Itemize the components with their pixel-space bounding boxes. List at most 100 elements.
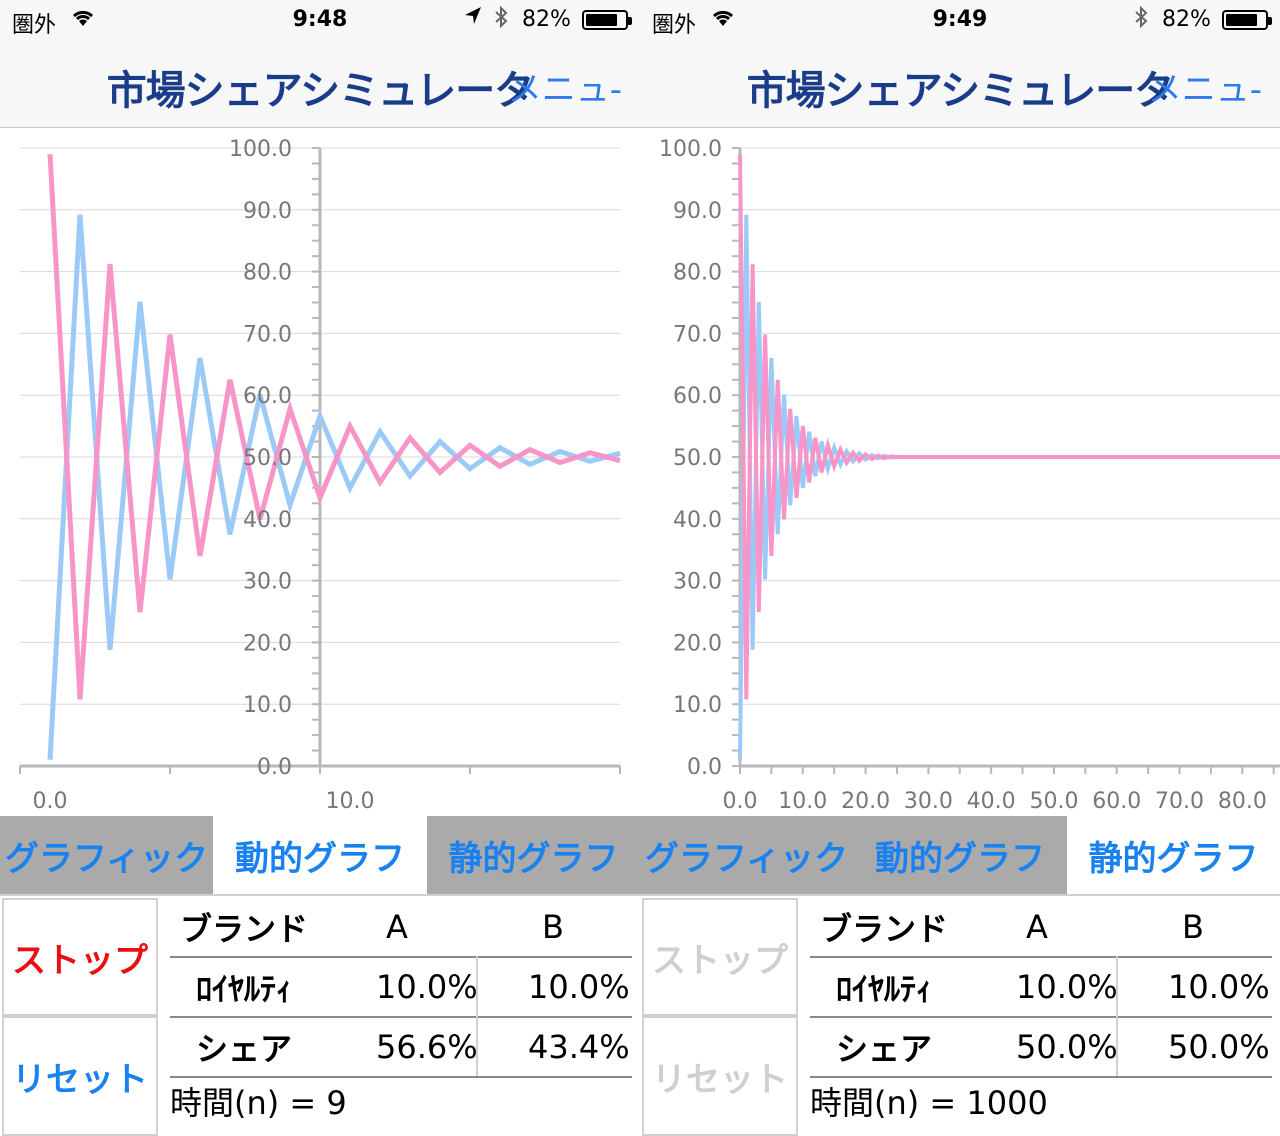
- stop-button[interactable]: ストップ: [642, 898, 798, 1016]
- carrier-label: 圏外: [12, 13, 57, 38]
- y-tick-label: 60.0: [673, 384, 722, 409]
- x-tick-label: 0.0: [723, 789, 758, 814]
- x-tick-label: 10.0: [326, 789, 375, 814]
- series-line-pink: [738, 154, 1280, 700]
- y-tick-label: 90.0: [243, 199, 292, 224]
- tab-static-graph[interactable]: 静的グラフ: [1067, 816, 1280, 894]
- tab-dynamic-graph[interactable]: 動的グラフ: [853, 816, 1067, 894]
- x-tick-label: 40.0: [967, 789, 1016, 814]
- brand-a-header: A: [386, 908, 408, 946]
- tab-graphic[interactable]: グラフィック: [640, 816, 853, 894]
- share-chart: 0.0 10.0 20.0 30.0 40.0 50.0 60.0 70.0 80.0 90.0 1…: [0, 128, 640, 814]
- tab-dynamic-graph[interactable]: 動的グラフ: [213, 816, 427, 894]
- y-tick-label: 30.0: [243, 570, 292, 595]
- y-tick-label: 60.0: [243, 384, 292, 409]
- y-tick-label: 0.0: [687, 755, 722, 780]
- nav-bar: 市場シェアシミュレータ メニュ-: [0, 40, 640, 128]
- time-step-label: 時間(n) = 9: [170, 1084, 347, 1122]
- share-a-value: 56.6%: [376, 1028, 478, 1066]
- carrier-label: 圏外: [652, 13, 697, 38]
- share-chart: 0.0 10.0 20.0 30.0 40.0 50.0 60.0 70.0 80.0 90.0 1…: [640, 128, 1280, 814]
- menu-button[interactable]: メニュ-: [1147, 70, 1262, 110]
- brand-header: ブランド: [180, 910, 309, 948]
- reset-button[interactable]: リセット: [2, 1016, 158, 1136]
- table-header-row: ブランド A B: [170, 898, 632, 956]
- share-label: シェア: [836, 1030, 933, 1068]
- y-tick-label: 90.0: [673, 199, 722, 224]
- loyalty-a-value: 10.0%: [376, 968, 478, 1006]
- x-tick-label: 70.0: [1155, 789, 1204, 814]
- share-b-value: 43.4%: [528, 1028, 630, 1066]
- y-tick-label: 0.0: [257, 755, 292, 780]
- wifi-icon: [710, 6, 736, 34]
- bluetooth-icon: [494, 5, 508, 35]
- y-tick-label: 50.0: [673, 446, 722, 471]
- y-tick-label: 10.0: [243, 693, 292, 718]
- control-panel: ストップ リセット ブランド A B ﾛｲﾔﾙﾃｨ 10.0% 10.0% シェ…: [640, 894, 1280, 1136]
- reset-button[interactable]: リセット: [642, 1016, 798, 1136]
- screen-dynamic: 圏外 9:48 82% 市場シェアシミュレータ メニュ- 0.0 10.0 20.0…: [0, 0, 640, 1136]
- status-bar: 圏外 9:48 82%: [0, 0, 640, 40]
- screen-static: 圏外 9:49 82% 市場シェアシミュレータ メニュ- 0.0 10.0 20.0…: [640, 0, 1280, 1136]
- loyalty-label: ﾛｲﾔﾙﾃｨ: [196, 970, 293, 1008]
- battery-percent: 82%: [1162, 7, 1211, 32]
- x-tick-label: 80.0: [1218, 789, 1267, 814]
- battery-fill: [586, 14, 618, 26]
- battery-fill: [1226, 14, 1258, 26]
- y-tick-label: 100.0: [229, 137, 292, 162]
- brand-b-header: B: [542, 908, 564, 946]
- y-tick-label: 40.0: [673, 508, 722, 533]
- y-tick-label: 80.0: [243, 261, 292, 286]
- tab-bar: グラフィック 動的グラフ 静的グラフ: [0, 816, 640, 894]
- x-tick-label: 50.0: [1029, 789, 1078, 814]
- loyalty-b-value: 10.0%: [528, 968, 630, 1006]
- battery-icon: [582, 10, 632, 30]
- tab-bar: グラフィック 動的グラフ 静的グラフ: [640, 816, 1280, 894]
- table-row-loyalty: ﾛｲﾔﾙﾃｨ 10.0% 10.0%: [170, 958, 632, 1016]
- status-bar: 圏外 9:49 82%: [640, 0, 1280, 40]
- control-panel: ストップ リセット ブランド A B ﾛｲﾔﾙﾃｨ 10.0% 10.0% シェ…: [0, 894, 640, 1136]
- time-step-label: 時間(n) = 1000: [810, 1084, 1048, 1122]
- y-tick-label: 70.0: [243, 322, 292, 347]
- stop-button[interactable]: ストップ: [2, 898, 158, 1016]
- y-tick-label: 100.0: [659, 137, 722, 162]
- share-b-value: 50.0%: [1168, 1028, 1270, 1066]
- tab-graphic[interactable]: グラフィック: [0, 816, 213, 894]
- y-tick-label: 20.0: [243, 631, 292, 656]
- y-tick-label: 10.0: [673, 693, 722, 718]
- wifi-icon: [70, 6, 96, 34]
- y-tick-label: 70.0: [673, 322, 722, 347]
- x-tick-label: 10.0: [778, 789, 827, 814]
- series-line-blue: [738, 214, 1280, 760]
- loyalty-a-value: 10.0%: [1016, 968, 1118, 1006]
- battery-icon: [1222, 10, 1272, 30]
- status-time: 9:48: [292, 7, 348, 32]
- series-line-blue: [47, 214, 621, 760]
- status-time: 9:49: [932, 7, 988, 32]
- page-title: 市場シェアシミュレータ: [746, 68, 1175, 114]
- menu-button[interactable]: メニュ-: [507, 70, 622, 110]
- table-row-share: シェア 56.6% 43.4%: [170, 1018, 632, 1076]
- bluetooth-icon: [1134, 5, 1148, 35]
- brand-a-header: A: [1026, 908, 1048, 946]
- y-tick-label: 30.0: [673, 570, 722, 595]
- share-label: シェア: [196, 1030, 293, 1068]
- share-chart-svg: 0.0 10.0 20.0 30.0 40.0 50.0 60.0 70.0 80.0 90.0 1…: [19, 137, 621, 814]
- loyalty-label: ﾛｲﾔﾙﾃｨ: [836, 970, 933, 1008]
- y-tick-label: 80.0: [673, 261, 722, 286]
- y-tick-label: 40.0: [243, 508, 292, 533]
- x-tick-label: 60.0: [1092, 789, 1141, 814]
- x-tick-label: 20.0: [841, 789, 890, 814]
- table-row-share: シェア 50.0% 50.0%: [810, 1018, 1272, 1076]
- nav-bar: 市場シェアシミュレータ メニュ-: [640, 40, 1280, 128]
- y-tick-label: 50.0: [243, 446, 292, 471]
- brand-header: ブランド: [820, 910, 949, 948]
- battery-percent: 82%: [522, 7, 571, 32]
- location-arrow-icon: [464, 6, 482, 31]
- brand-b-header: B: [1182, 908, 1204, 946]
- tab-static-graph[interactable]: 静的グラフ: [427, 816, 640, 894]
- loyalty-b-value: 10.0%: [1168, 968, 1270, 1006]
- series-line-pink: [47, 154, 621, 700]
- table-row-loyalty: ﾛｲﾔﾙﾃｨ 10.0% 10.0%: [810, 958, 1272, 1016]
- x-tick-label: 0.0: [33, 789, 68, 814]
